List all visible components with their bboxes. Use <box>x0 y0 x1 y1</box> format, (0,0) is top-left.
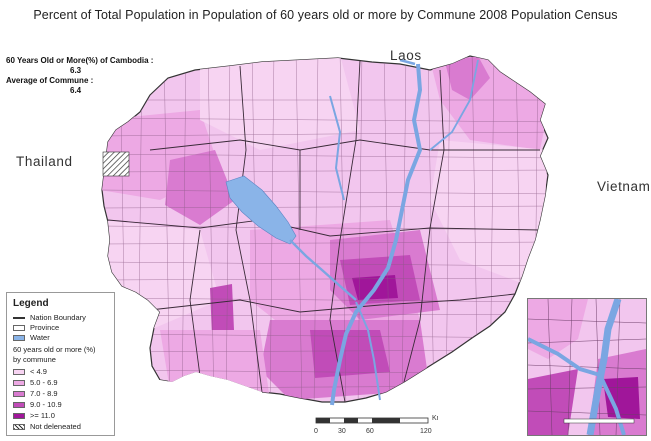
class-swatch <box>13 390 25 397</box>
water-swatch <box>13 334 25 341</box>
legend-label: Province <box>30 323 60 332</box>
legend-class-1: < 4.9 <box>13 367 47 376</box>
commune-stat-value: 6.4 <box>70 86 82 95</box>
legend-class-6: Not deleneated <box>13 422 81 431</box>
zone-pursat-high <box>210 284 234 336</box>
country-label-laos: Laos <box>390 48 422 63</box>
statistics-block: 60 Years Old or More(%) of Cambodia : 6.… <box>6 56 153 96</box>
class-label: < 4.9 <box>30 367 47 376</box>
north-river <box>329 95 345 201</box>
class-swatch <box>13 379 25 386</box>
class-title-line-1: 60 years old or more (%) <box>13 345 96 354</box>
class-swatch <box>13 401 25 408</box>
scale-tick-60: 60 <box>366 428 374 435</box>
legend-class-2: 5.0 - 6.9 <box>13 378 58 387</box>
class-label: >= 11.0 <box>30 411 55 420</box>
rivers <box>289 58 479 406</box>
class-label: 7.0 - 8.9 <box>30 389 58 398</box>
country-label-vietnam: Vietnam <box>597 179 651 194</box>
legend-panel: Legend Nation Boundary Province Water 60… <box>6 292 115 436</box>
commune-stat-label: Average of Commune : <box>6 76 94 85</box>
scale-unit: Km <box>432 415 438 422</box>
hatch-swatch <box>13 423 25 430</box>
northeast-river <box>429 59 479 151</box>
legend-title: Legend <box>13 298 49 309</box>
legend-item-water: Water <box>13 333 50 342</box>
tonle-sap-river <box>289 239 357 301</box>
scale-tick-0: 0 <box>314 428 318 435</box>
legend-label: Nation Boundary <box>30 313 86 322</box>
cambodia-stat-value: 6.3 <box>70 66 82 75</box>
gulf-of-thailand <box>140 372 262 441</box>
mekong-river <box>330 63 423 406</box>
class-swatch <box>13 412 25 419</box>
tonle-sap-lake <box>225 175 297 245</box>
legend-class-4: 9.0 - 10.9 <box>13 400 62 409</box>
scale-bar: Km 0 30 60 120 <box>314 415 438 435</box>
nation-boundary-swatch <box>13 316 25 319</box>
map-title: Percent of Total Population in Populatio… <box>33 8 618 22</box>
legend-class-3: 7.0 - 8.9 <box>13 389 58 398</box>
class-label: 5.0 - 6.9 <box>30 378 58 387</box>
upper-mekong <box>399 58 416 66</box>
cambodia-stat-label: 60 Years Old or More(%) of Cambodia : <box>6 56 154 65</box>
class-swatch <box>13 368 25 375</box>
legend-item-nation-boundary: Nation Boundary <box>13 313 86 322</box>
legend-item-province: Province <box>13 323 59 332</box>
phnom-penh-inset <box>527 298 647 436</box>
not-delineated-area <box>102 151 130 177</box>
country-label-thailand: Thailand <box>16 154 73 169</box>
zone-northeast-high <box>445 56 490 100</box>
zone-east-low <box>430 140 548 290</box>
class-label: Not deleneated <box>30 422 81 431</box>
zone-takeo-high <box>310 330 390 378</box>
inset-map <box>528 299 646 435</box>
legend-class-title: 60 years old or more (%) by commune <box>13 345 96 365</box>
scale-tick-30: 30 <box>338 428 346 435</box>
legend-class-5: >= 11.0 <box>13 411 55 420</box>
legend-label: Water <box>30 333 50 342</box>
bassac-river <box>355 301 381 401</box>
class-title-line-2: by commune <box>13 355 56 364</box>
class-label: 9.0 - 10.9 <box>30 400 62 409</box>
scale-tick-120: 120 <box>420 428 432 435</box>
zone-north-low <box>200 56 360 150</box>
zone-battambang-mid <box>165 150 235 225</box>
province-swatch <box>13 324 25 331</box>
province-boundaries <box>107 59 541 402</box>
